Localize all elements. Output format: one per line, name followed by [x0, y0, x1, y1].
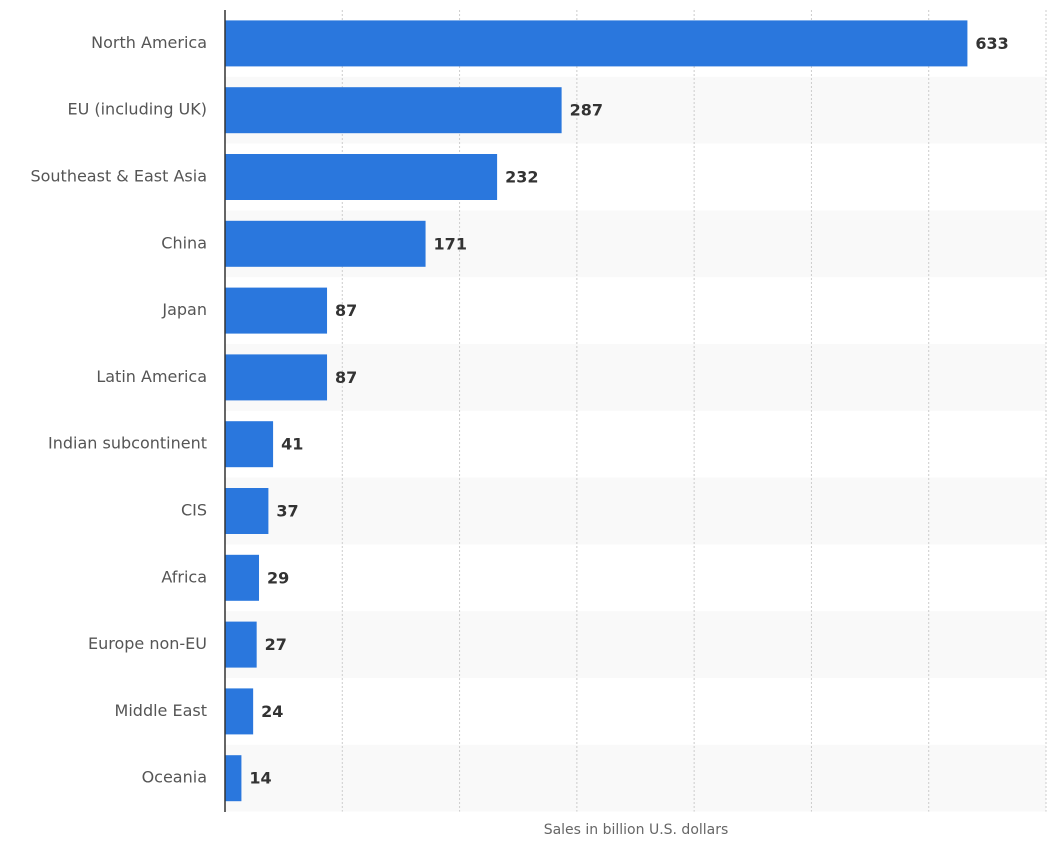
category-label: Japan: [161, 300, 207, 319]
data-label: 29: [267, 568, 289, 587]
bar[interactable]: [225, 755, 242, 802]
category-label: Oceania: [142, 768, 207, 787]
bar[interactable]: [225, 20, 968, 67]
category-label: Europe non-EU: [88, 634, 207, 653]
row-stripe: [225, 477, 1046, 545]
data-label: 287: [570, 101, 603, 120]
data-label: 171: [434, 234, 467, 253]
bar[interactable]: [225, 488, 269, 534]
bar[interactable]: [225, 354, 328, 401]
bar[interactable]: [225, 87, 562, 134]
category-label: EU (including UK): [67, 100, 207, 119]
bar[interactable]: [225, 220, 426, 267]
bar[interactable]: [225, 554, 260, 601]
row-stripe: [225, 611, 1046, 678]
category-label: China: [161, 233, 207, 252]
data-label: 37: [276, 502, 298, 521]
category-label: Southeast & East Asia: [30, 167, 207, 186]
row-stripes: [225, 76, 1046, 812]
bar[interactable]: [225, 621, 257, 668]
bar[interactable]: [225, 421, 274, 468]
row-stripe: [225, 344, 1046, 411]
data-label: 633: [975, 34, 1008, 53]
category-label: Indian subcontinent: [48, 434, 207, 453]
bar[interactable]: [225, 688, 254, 735]
category-label: North America: [91, 33, 207, 52]
data-label: 41: [281, 435, 303, 454]
data-label: 87: [335, 368, 357, 387]
bar[interactable]: [225, 287, 328, 334]
bar[interactable]: [225, 154, 498, 200]
data-label: 232: [505, 168, 538, 187]
row-stripe: [225, 744, 1046, 812]
data-label: 24: [261, 702, 283, 721]
category-label: Africa: [161, 567, 207, 586]
data-labels: 633 287 232 171 87 87 41 37 29 27 24 14: [249, 34, 1008, 788]
category-labels: North America EU (including UK) Southeast …: [30, 33, 207, 787]
category-label: CIS: [181, 501, 207, 520]
x-gridlines: [341, 10, 1047, 812]
data-label: 87: [335, 301, 357, 320]
data-label: 27: [265, 635, 287, 654]
data-label: 14: [249, 769, 271, 788]
x-axis-title: Sales in billion U.S. dollars: [544, 822, 729, 838]
bar-series: [225, 20, 968, 802]
category-label: Latin America: [96, 367, 207, 386]
category-label: Middle East: [115, 701, 207, 720]
